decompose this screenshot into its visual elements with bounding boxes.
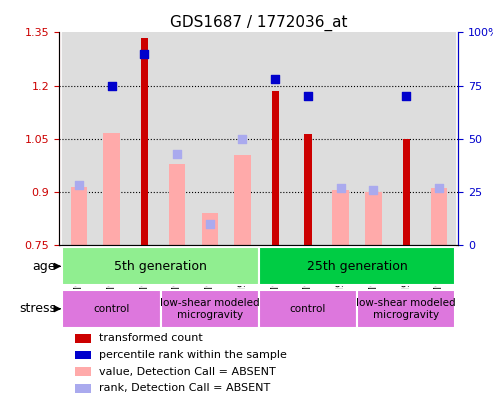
Point	[369, 186, 377, 193]
Bar	[75, 384, 91, 393]
Bar	[161, 290, 259, 328]
Point	[337, 184, 345, 191]
Bar	[169, 164, 185, 245]
Text: low-shear modeled
microgravity: low-shear modeled microgravity	[356, 298, 456, 320]
Bar	[259, 32, 291, 245]
Point	[141, 51, 148, 57]
Bar	[63, 32, 95, 245]
Bar	[402, 139, 410, 245]
Bar	[272, 91, 279, 245]
Bar	[234, 155, 250, 245]
Bar	[259, 290, 357, 328]
Title: GDS1687 / 1772036_at: GDS1687 / 1772036_at	[170, 15, 348, 31]
Bar	[431, 188, 447, 245]
Bar	[202, 213, 218, 245]
Bar	[193, 32, 226, 245]
Bar	[324, 32, 357, 245]
Point	[304, 93, 312, 100]
Point	[173, 150, 181, 157]
Point	[107, 82, 115, 89]
Bar	[357, 290, 455, 328]
Bar	[304, 134, 312, 245]
Text: 5th generation: 5th generation	[114, 260, 207, 273]
Point	[75, 182, 83, 189]
Bar	[63, 247, 259, 286]
Text: stress: stress	[19, 302, 56, 315]
Bar	[63, 290, 161, 328]
Text: control: control	[93, 304, 130, 314]
Point	[239, 135, 246, 142]
Bar	[70, 187, 87, 245]
Bar	[75, 334, 91, 343]
Point	[402, 93, 410, 100]
Point	[271, 76, 279, 83]
Bar	[75, 351, 91, 360]
Bar	[95, 32, 128, 245]
Text: 25th generation: 25th generation	[307, 260, 407, 273]
Bar	[226, 32, 259, 245]
Bar	[365, 192, 382, 245]
Bar	[161, 32, 193, 245]
Text: age: age	[33, 260, 56, 273]
Bar	[357, 32, 390, 245]
Text: transformed count: transformed count	[99, 333, 203, 343]
Text: percentile rank within the sample: percentile rank within the sample	[99, 350, 287, 360]
Bar	[75, 367, 91, 376]
Text: low-shear modeled
microgravity: low-shear modeled microgravity	[160, 298, 259, 320]
Bar	[291, 32, 324, 245]
Bar	[259, 247, 455, 286]
Bar	[423, 32, 455, 245]
Bar	[128, 32, 161, 245]
Text: rank, Detection Call = ABSENT: rank, Detection Call = ABSENT	[99, 383, 270, 393]
Text: control: control	[290, 304, 326, 314]
Bar	[332, 190, 349, 245]
Bar	[104, 133, 120, 245]
Bar	[141, 38, 148, 245]
Point	[206, 220, 213, 227]
Text: value, Detection Call = ABSENT: value, Detection Call = ABSENT	[99, 367, 276, 377]
Point	[435, 184, 443, 191]
Bar	[390, 32, 423, 245]
